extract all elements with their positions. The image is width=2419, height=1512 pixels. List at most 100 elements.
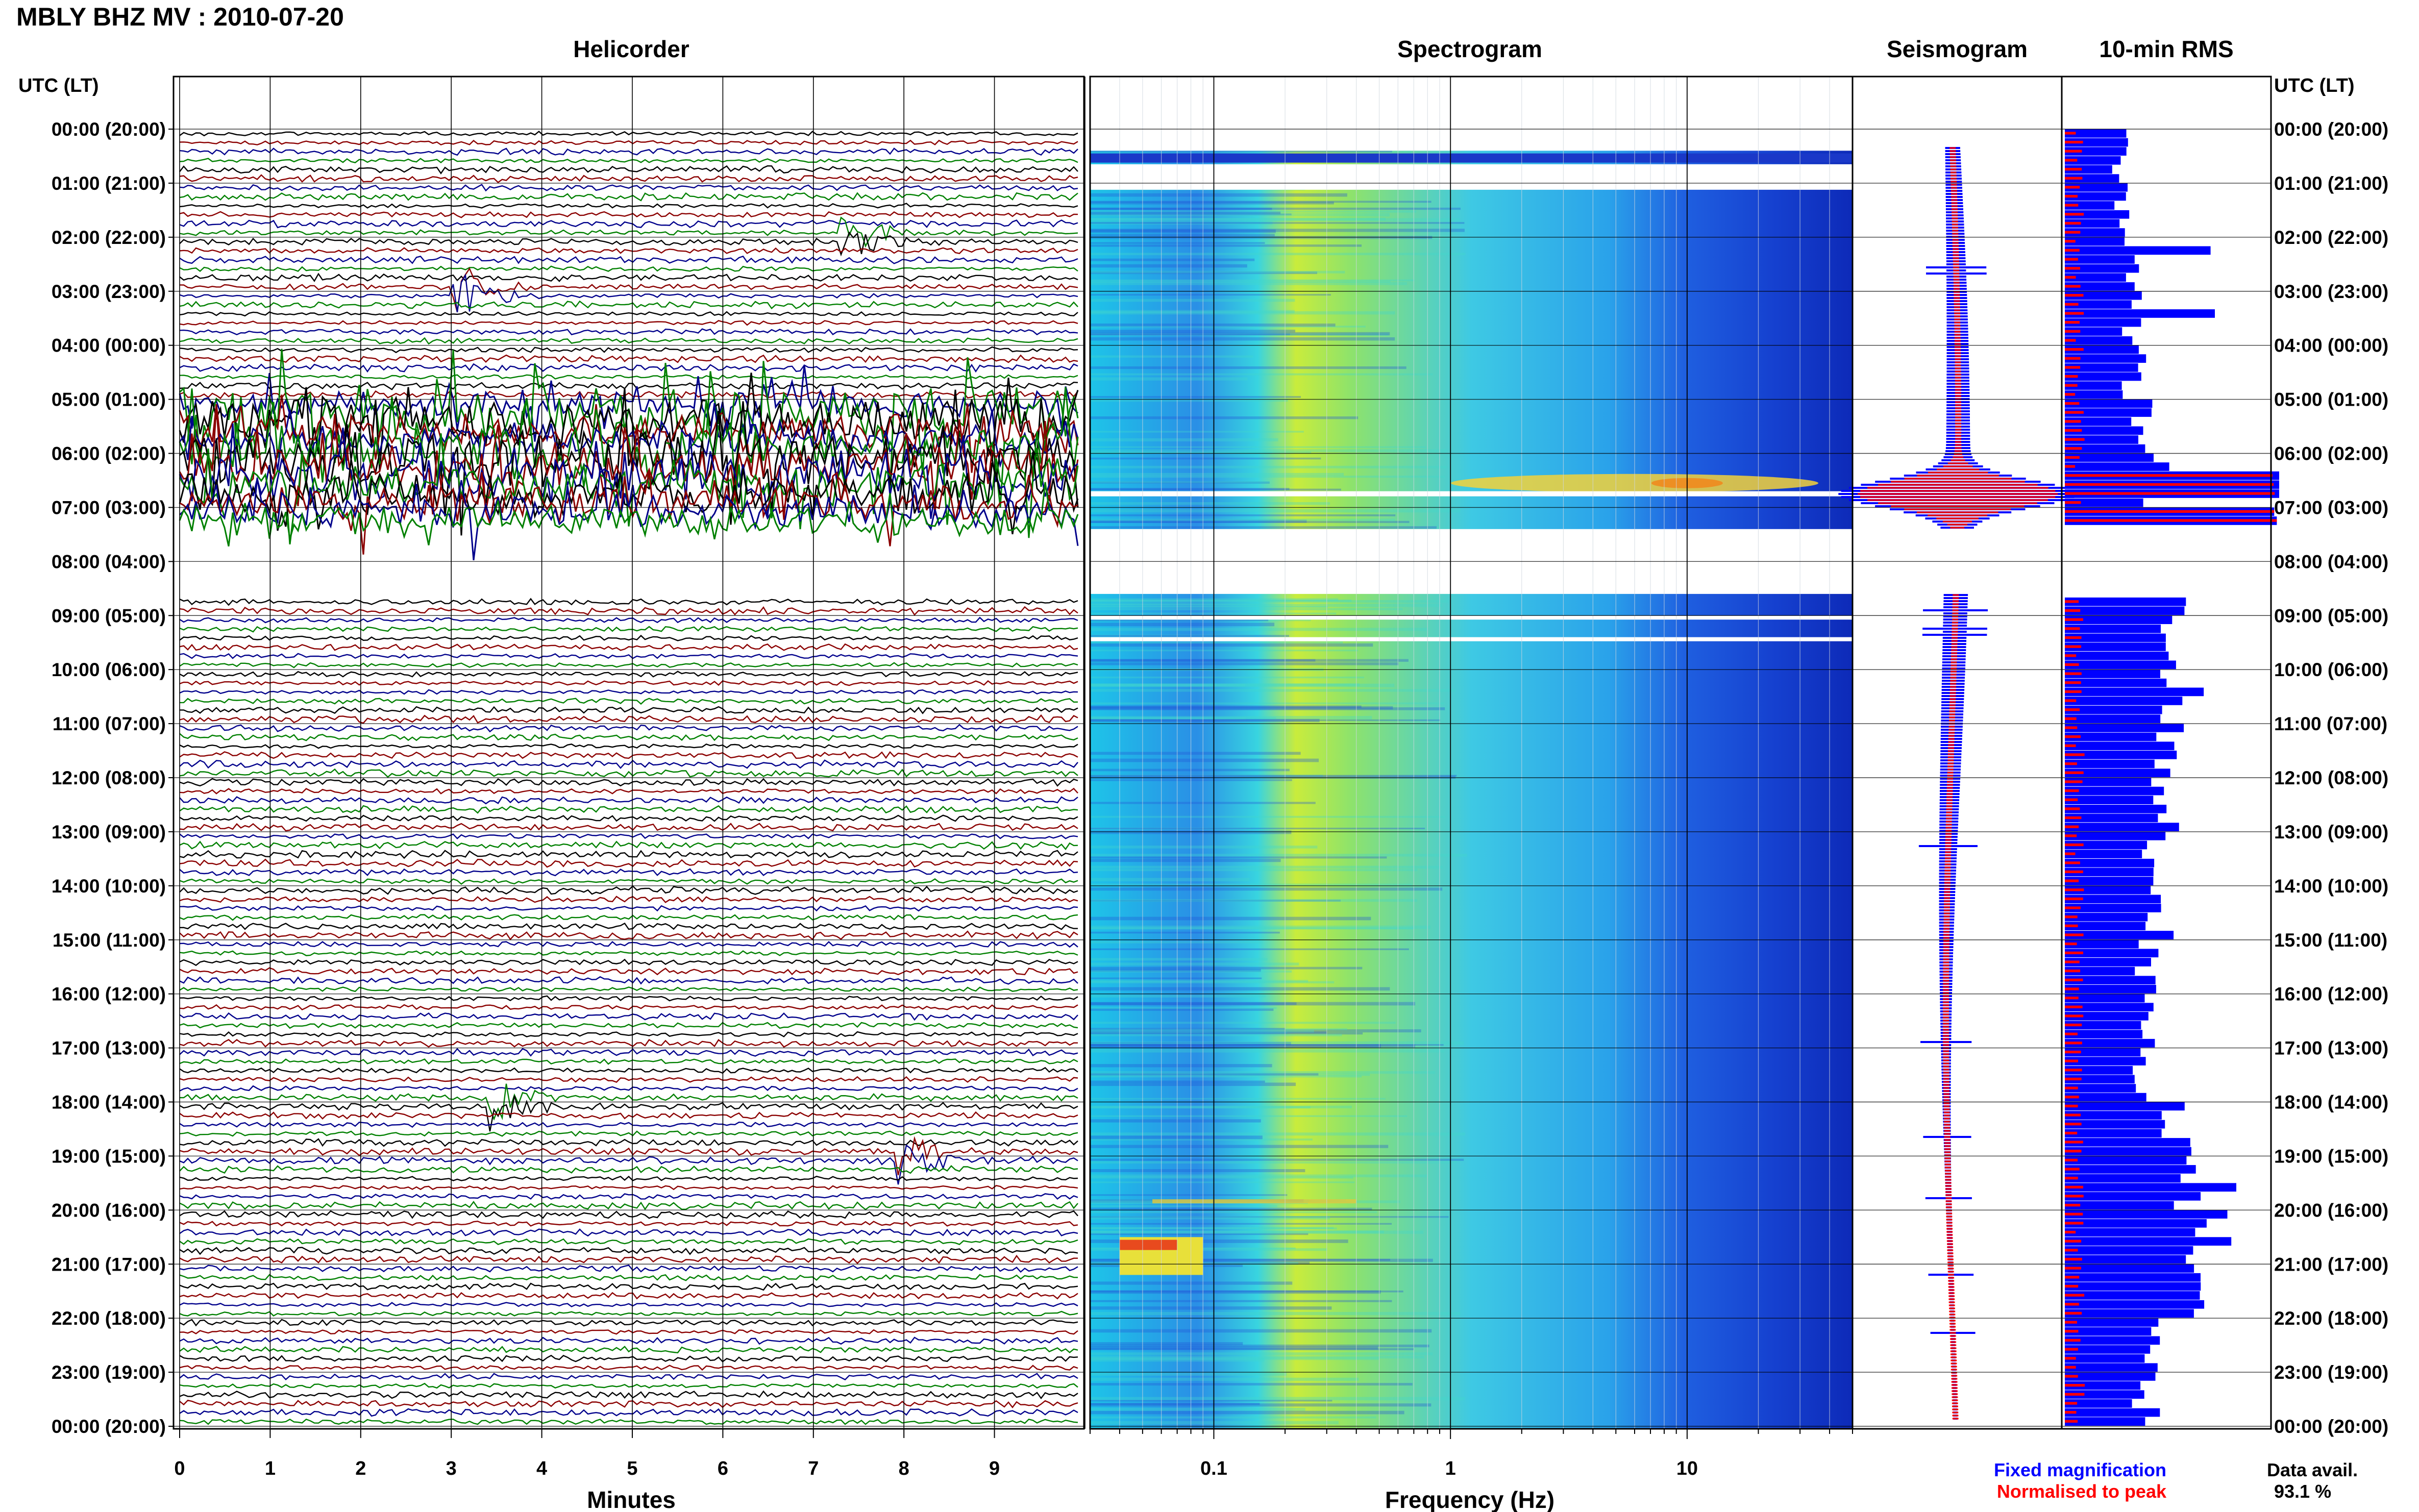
rms-bar-fixed — [2065, 786, 2164, 796]
rms-bar-fixed — [2065, 381, 2122, 390]
spectrogram-streak — [1090, 1138, 1313, 1141]
helicorder-trace — [179, 950, 1078, 956]
rms-bar-normalised — [2065, 321, 2080, 324]
rms-bar-fixed — [2065, 939, 2139, 949]
helicorder-trace — [179, 381, 1078, 390]
spectrogram-streak — [1090, 280, 1391, 283]
spectrogram-streak — [1090, 282, 1408, 285]
spectrogram-streak — [1090, 264, 1247, 268]
spectrogram-streak — [1090, 1008, 1274, 1011]
rms-bar-fixed — [2065, 363, 2138, 372]
time-label-left: 16:00 (12:00) — [52, 984, 166, 1005]
rms-bar-normalised — [2065, 717, 2077, 720]
spectrogram-streak — [1090, 775, 1323, 778]
rms-bar-fixed — [2065, 606, 2185, 615]
rms-bar-normalised — [2065, 1384, 2085, 1387]
spectrogram-streak — [1090, 927, 1414, 930]
rms-bar-fixed — [2065, 1219, 2207, 1228]
rms-bar-normalised — [2065, 1303, 2079, 1306]
rms-bar-normalised — [2065, 681, 2081, 684]
spectrogram-streak — [1090, 1029, 1421, 1033]
helicorder-trace — [179, 940, 1078, 948]
helicorder-trace — [179, 390, 1078, 400]
helicorder-trace — [179, 626, 1078, 633]
spectrogram-streak — [1090, 603, 1262, 605]
spectrogram-streak — [1090, 1098, 1386, 1100]
spectrogram-streak — [1090, 769, 1290, 772]
time-label-right: 00:00 (20:00) — [2274, 1416, 2388, 1437]
helicorder-trace — [179, 1136, 1078, 1176]
x-axis-ticks: 0 1 2 3 4 5 6 7 8 9 0.1 1 10 — [174, 1429, 1853, 1479]
rms-bar-fixed — [2065, 958, 2151, 966]
rms-bar-fixed — [2065, 976, 2156, 985]
helicorder-trace — [179, 643, 1078, 651]
rms-bar-fixed — [2065, 318, 2141, 327]
spectrogram-streak — [1090, 1022, 1396, 1024]
rms-bar-fixed — [2065, 1084, 2136, 1093]
helicorder-trace — [179, 365, 1079, 442]
spectrogram-gap — [1090, 615, 1853, 620]
spectrogram-streak — [1090, 916, 1371, 921]
rms-bar-normalised — [2065, 1050, 2081, 1054]
spectrogram-title: Spectrogram — [1397, 36, 1542, 62]
spectrogram-streak — [1090, 207, 1461, 210]
spectrogram-streak — [1090, 449, 1448, 453]
time-label-left: 11:00 (07:00) — [53, 713, 166, 734]
spectrogram-streak — [1090, 702, 1444, 705]
minute-tick-label: 0 — [174, 1458, 185, 1479]
time-label-left: 20:00 (16:00) — [52, 1200, 166, 1221]
rms-bar-normalised — [2065, 1402, 2078, 1405]
spectrogram-streak — [1090, 958, 1268, 961]
spectrogram-streak — [1090, 481, 1270, 484]
rms-bar-fixed — [2065, 769, 2170, 777]
time-label-left: 10:00 (06:00) — [52, 659, 166, 680]
helicorder-trace — [179, 300, 1078, 310]
rms-bar-normalised — [2065, 780, 2083, 783]
spectrogram-streak — [1090, 987, 1390, 991]
rms-bar-normalised — [2065, 852, 2076, 855]
helicorder-trace — [179, 598, 1078, 606]
spectrogram-streak — [1090, 1397, 1466, 1401]
spectrogram-streak — [1090, 279, 1415, 282]
rms-bar-normalised — [2065, 744, 2076, 747]
helicorder-trace — [179, 922, 1078, 930]
time-label-right: 06:00 (02:00) — [2274, 443, 2388, 464]
spectrogram-streak — [1090, 211, 1281, 214]
spectrogram-streak — [1090, 1049, 1445, 1053]
spectrogram-streak — [1090, 222, 1465, 224]
helicorder-trace — [179, 265, 1078, 272]
rms-bar-fixed — [2065, 1408, 2160, 1417]
spectrogram-streak — [1090, 1073, 1319, 1076]
spectrogram-streak — [1090, 208, 1272, 210]
rms-bar-normalised — [2065, 159, 2078, 162]
rms-bar-fixed — [2065, 697, 2183, 705]
rms-bar-normalised — [2065, 221, 2081, 225]
spectrogram-streak — [1090, 244, 1362, 247]
time-label-right: 17:00 (13:00) — [2274, 1038, 2388, 1059]
spectrogram-streak — [1090, 1194, 1288, 1196]
rms-bar-normalised — [2065, 1042, 2082, 1045]
rms-bar-normalised — [2065, 654, 2077, 657]
rms-bar-fixed — [2065, 228, 2125, 237]
rms-bar-normalised — [2065, 1141, 2083, 1144]
helicorder-trace — [179, 1310, 1078, 1317]
time-label-right: 10:00 (06:00) — [2274, 659, 2388, 680]
rms-bar-normalised — [2065, 411, 2084, 414]
helicorder-trace — [179, 1031, 1078, 1037]
rms-bar-normalised — [2065, 1150, 2082, 1153]
time-label-right: 00:00 (20:00) — [2274, 119, 2388, 140]
rms-bar-normalised — [2065, 285, 2081, 288]
spectrogram-streak — [1090, 689, 1455, 692]
spectrogram-streak — [1090, 981, 1335, 984]
rms-bar-normalised — [2065, 1059, 2078, 1062]
legend-normalised-to-peak: Normalised to peak — [1997, 1481, 2167, 1502]
rms-bar-normalised — [2065, 1267, 2081, 1270]
spectrogram-streak — [1090, 1174, 1427, 1178]
spectrogram-streak — [1090, 1410, 1404, 1415]
helicorder-trace — [179, 139, 1078, 146]
rms-bar-fixed — [2065, 985, 2156, 994]
rms-bar-fixed — [2065, 624, 2161, 633]
helicorder-trace — [179, 1265, 1078, 1273]
spectrogram-streak — [1090, 859, 1281, 862]
spectrogram-streak — [1090, 969, 1261, 972]
